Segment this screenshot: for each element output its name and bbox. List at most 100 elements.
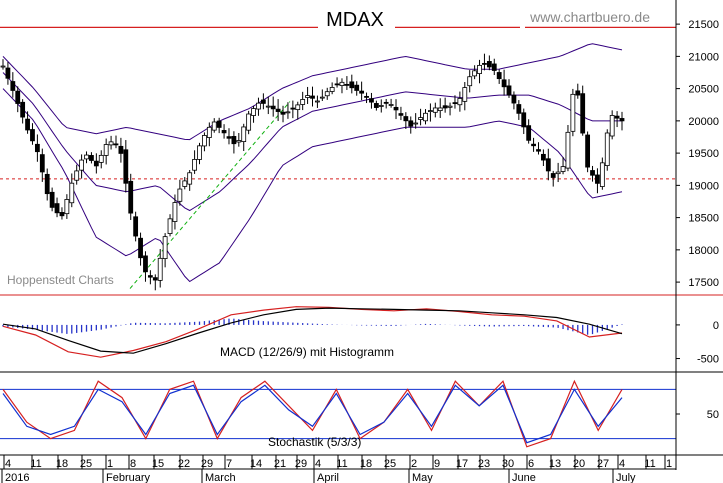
- candle-body: [344, 83, 350, 86]
- day-tick-label: 7: [226, 458, 232, 470]
- candle-body: [467, 76, 473, 87]
- stochastic-panel: [0, 379, 676, 448]
- watermark: www.chartbuero.de: [529, 9, 650, 25]
- candle-body: [428, 110, 433, 112]
- candle-body: [44, 173, 50, 195]
- candle-body: [614, 115, 620, 119]
- candle-body: [604, 132, 610, 166]
- candle-body: [595, 174, 600, 184]
- candle-body: [373, 103, 379, 108]
- candle-body: [452, 102, 458, 105]
- price-tick-label: 19500: [688, 148, 719, 160]
- candle-body: [437, 107, 443, 112]
- candle-body: [423, 112, 428, 122]
- macd-panel: [2, 306, 623, 358]
- price-tick-label: 21500: [688, 19, 719, 31]
- price-tick-label: 17500: [688, 277, 719, 289]
- day-tick-label: 25: [80, 458, 92, 470]
- candle-body: [339, 81, 345, 86]
- day-tick-label: 29: [295, 458, 307, 470]
- price-tick-label: 21000: [688, 51, 719, 63]
- candle-body: [545, 158, 551, 172]
- month-label: February: [106, 472, 151, 483]
- bollinger-lower: [2, 88, 623, 283]
- candle-body: [236, 140, 242, 143]
- candle-body: [133, 216, 139, 237]
- candle-body: [575, 90, 581, 96]
- candle-body: [74, 170, 80, 181]
- candle-body: [192, 159, 197, 171]
- candle-body: [482, 63, 487, 65]
- candle-body: [609, 115, 615, 137]
- day-tick-label: 4: [5, 458, 11, 470]
- candle-body: [152, 277, 158, 281]
- candle-body: [256, 102, 261, 110]
- month-label: May: [412, 472, 433, 483]
- candle-body: [393, 106, 399, 111]
- candle-body: [20, 101, 26, 118]
- candle-body: [79, 159, 85, 171]
- candle-body: [442, 105, 448, 109]
- candle-body: [570, 93, 576, 132]
- day-tick-label: 20: [573, 458, 585, 470]
- candle-body: [590, 170, 595, 176]
- chart-title: MDAX: [326, 9, 384, 31]
- candle-body: [388, 104, 394, 106]
- candle-body: [319, 96, 325, 99]
- candle-body: [305, 95, 310, 98]
- candle-body: [329, 87, 335, 92]
- candle-body: [354, 84, 360, 91]
- candle-body: [39, 154, 45, 173]
- candle-body: [157, 257, 163, 281]
- candle-body: [477, 64, 482, 74]
- candle-body: [123, 149, 129, 184]
- price-tick-label: 18500: [688, 213, 719, 225]
- candle-body: [118, 145, 124, 154]
- day-tick-label: 11: [30, 458, 41, 470]
- source-label: Hoppenstedt Charts: [7, 273, 114, 287]
- candle-body: [462, 87, 468, 102]
- candle-body: [216, 120, 222, 128]
- candle-body: [251, 108, 256, 116]
- candle-body: [103, 144, 109, 156]
- macd-label: MACD (12/26/9) mit Histogramm: [220, 345, 394, 359]
- candle-body: [501, 79, 507, 88]
- stoch-tick-label: 50: [707, 409, 719, 421]
- candle-body: [506, 85, 512, 96]
- candle-body: [54, 203, 60, 214]
- candle-body: [93, 160, 99, 167]
- day-tick-label: 13: [549, 458, 561, 470]
- candle-body: [383, 101, 389, 104]
- candle-body: [84, 154, 89, 160]
- candle-body: [486, 61, 492, 68]
- candle-body: [5, 67, 11, 79]
- candle-body: [521, 112, 527, 128]
- candle-body: [226, 136, 232, 139]
- candle-body: [241, 126, 247, 143]
- candle-body: [187, 172, 193, 185]
- day-tick-label: 15: [152, 458, 164, 470]
- candle-body: [472, 70, 478, 77]
- candle-body: [599, 162, 605, 187]
- day-tick-label: 17: [456, 458, 468, 470]
- candle-body: [364, 95, 369, 98]
- candle-body: [418, 117, 423, 120]
- candle-body: [369, 98, 374, 103]
- candle-body: [300, 99, 306, 105]
- candle-body: [457, 98, 463, 106]
- candle-body: [447, 105, 453, 108]
- candle-body: [398, 113, 404, 116]
- candle-body: [128, 180, 134, 214]
- day-tick-label: 11: [644, 458, 655, 470]
- stoch-label: Stochastik (5/3/3): [268, 435, 361, 449]
- candle-body: [496, 72, 502, 80]
- day-tick-label: 30: [502, 458, 514, 470]
- candle-body: [540, 153, 546, 161]
- candle-body: [98, 154, 104, 163]
- price-tick-label: 20000: [688, 116, 719, 128]
- trend-line: [129, 101, 291, 289]
- month-label: June: [512, 472, 536, 483]
- day-tick-label: 29: [201, 458, 213, 470]
- candle-body: [182, 180, 188, 187]
